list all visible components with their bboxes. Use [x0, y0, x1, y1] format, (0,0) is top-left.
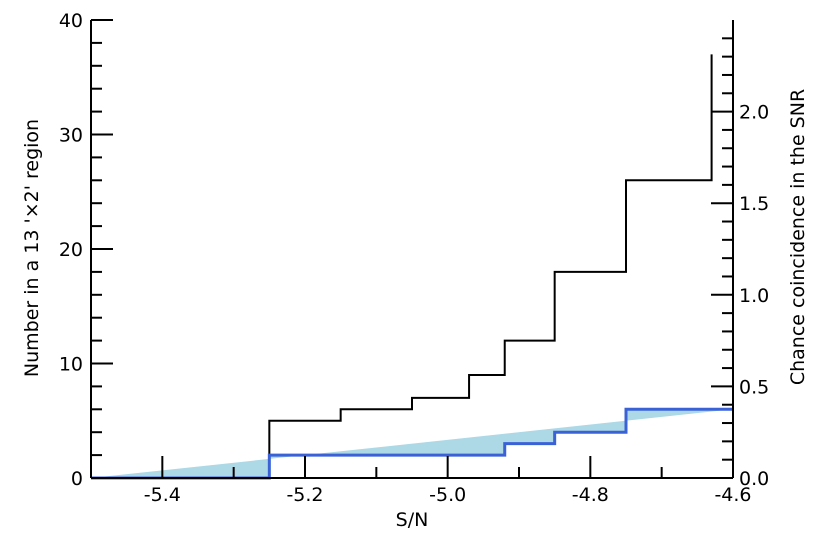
- left-tick-label: 0: [71, 468, 83, 490]
- bottom-tick-label: -5.4: [144, 484, 181, 506]
- right-tick-label: 2.0: [739, 102, 769, 124]
- bottom-tick-label: -4.6: [714, 484, 751, 506]
- bottom-tick-label: -5.0: [429, 484, 466, 506]
- series-0-line: [91, 54, 713, 479]
- left-tick-label: 20: [59, 239, 83, 261]
- series-1-line: [91, 407, 733, 480]
- labels-layer: 0 10 20 30 40 0.0 0.5 1.0 1.5 2.0 -5.4 -5.2 -5.0 -4.8…: [59, 10, 769, 506]
- left-axis-title: Number in a 13 '×2' region: [21, 119, 43, 377]
- left-tick-label: 10: [59, 354, 83, 376]
- right-tick-label: 1.0: [739, 285, 769, 307]
- bottom-tick-label: -4.8: [572, 484, 609, 506]
- x-axis-title: S/N: [396, 509, 429, 531]
- right-tick-label: 1.5: [739, 193, 769, 215]
- left-tick-label: 30: [59, 125, 83, 147]
- ticks-layer: [91, 19, 734, 479]
- series-layer: [91, 54, 733, 480]
- right-tick-label: 0.0: [739, 468, 769, 490]
- right-axis-title: Chance coincidence in the SNR: [787, 89, 809, 385]
- bottom-tick-label: -5.2: [286, 484, 323, 506]
- right-tick-label: 0.5: [739, 376, 769, 398]
- series-1-fill-area: [91, 409, 733, 478]
- left-tick-label: 40: [59, 10, 83, 32]
- fill-layer: [91, 409, 733, 478]
